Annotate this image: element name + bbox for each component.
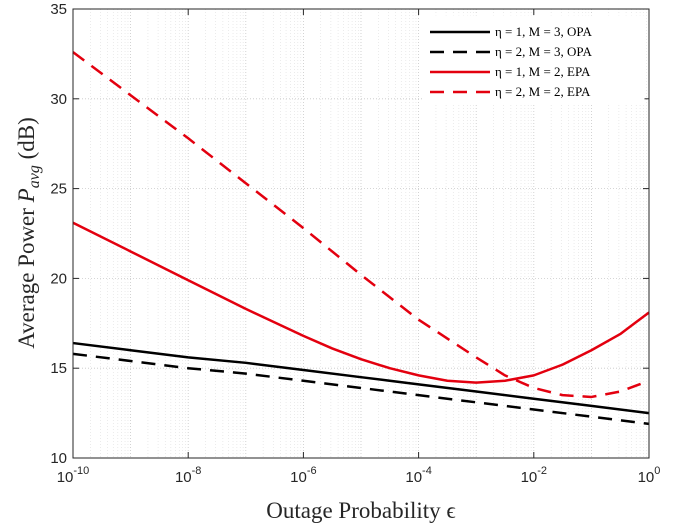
legend-label-1: η = 1, M = 3, OPA [495,24,592,39]
legend-items: η = 1, M = 3, OPA η = 2, M = 3, OPA η = 1,… [430,24,592,99]
x-tick-label-exponent: -4 [422,465,432,477]
x-tick-label-exponent: 0 [654,465,660,477]
y-tick-label: 20 [50,270,67,287]
y-tick-label: 25 [50,181,67,198]
series-line-3 [72,221,650,384]
x-tick-label: 10-6 [290,465,316,486]
legend: η = 1, M = 3, OPA η = 2, M = 3, OPA η = 1,… [423,15,645,105]
series-line-4 [72,51,650,399]
x-tick-labels: 10-10 10-8 10-6 10-4 10-2 100 [57,465,661,486]
x-tick-label-exponent: -8 [192,465,202,477]
x-axis-label: Outage Probability ϵ [266,498,455,523]
legend-label-3: η = 1, M = 2, EPA [495,64,591,79]
x-tick-label-base: 10 [405,469,422,486]
y-tick-label: 35 [50,1,67,18]
y-tick-label: 10 [50,450,67,467]
series-layer [72,51,650,426]
legend-box [423,15,645,105]
series-line-1 [72,341,650,415]
plot-frame [72,8,650,459]
x-tick-label-base: 10 [290,469,307,486]
x-tick-label: 100 [638,465,661,486]
x-tick-label: 10-2 [521,465,547,486]
legend-label-2: η = 2, M = 3, OPA [495,44,592,59]
x-tick-label: 10-10 [57,465,90,486]
x-tick-label-exponent: -10 [73,465,89,477]
y-tick-labels: 10 15 20 25 30 35 [50,1,67,467]
y-axis-label-prefix: Average Power [14,202,39,348]
ticks [72,8,650,459]
y-axis-label-suffix: (dB) [14,117,39,165]
x-tick-label: 10-8 [175,465,201,486]
x-tick-label-base: 10 [175,469,192,486]
y-tick-label: 30 [50,91,67,108]
x-tick-label-base: 10 [57,469,74,486]
x-tick-label-exponent: -6 [307,465,317,477]
y-axis-label-variable: P [14,188,39,203]
x-tick-label-base: 10 [521,469,538,486]
x-tick-label-exponent: -2 [537,465,547,477]
y-axis-label: Average Power Pavg (dB) [14,117,43,349]
x-tick-label: 10-4 [405,465,431,486]
x-tick-label-base: 10 [638,469,655,486]
y-axis-label-subscript: avg [26,165,43,188]
series-line-2 [72,352,650,426]
y-tick-label: 15 [50,360,67,377]
legend-label-4: η = 2, M = 2, EPA [495,84,591,99]
